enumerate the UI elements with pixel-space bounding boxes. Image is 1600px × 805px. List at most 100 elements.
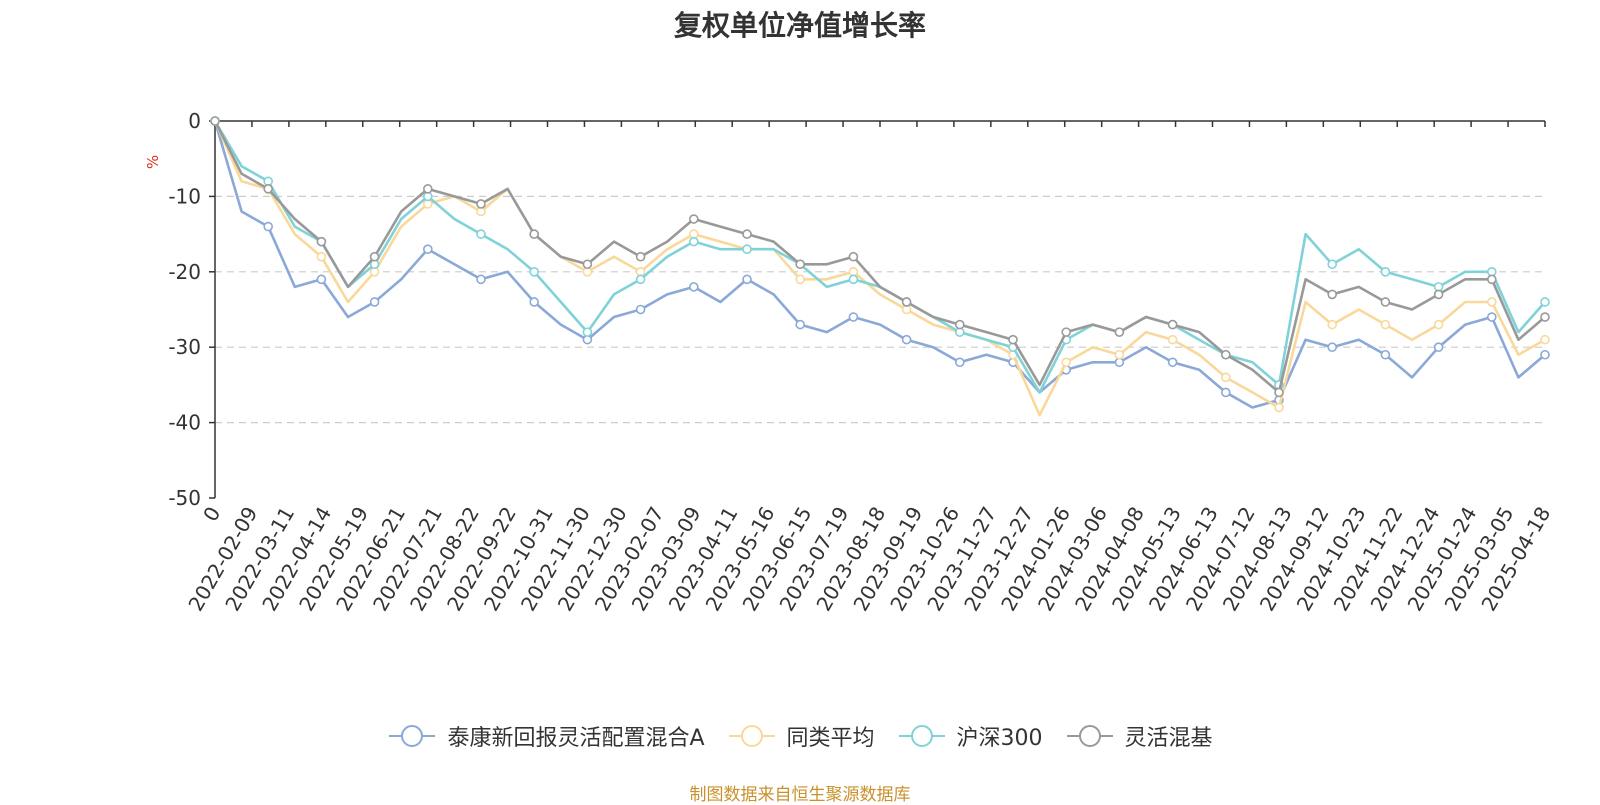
data-point [316, 236, 327, 247]
data-point [1167, 334, 1178, 345]
series-line-3 [213, 120, 1546, 394]
data-point [1487, 297, 1497, 307]
data-point [1221, 372, 1231, 383]
data-point [1327, 289, 1337, 300]
data-point [901, 334, 912, 345]
data-point [1221, 387, 1231, 398]
legend-label: 泰康新回报灵活配置混合A [447, 726, 705, 751]
data-point [1274, 402, 1284, 413]
y-tick-label: 0 [188, 109, 201, 133]
data-point [688, 282, 699, 292]
data-point [263, 221, 274, 232]
data-point [263, 184, 274, 194]
x-tick-label: 0 [198, 503, 225, 526]
data-point [1061, 357, 1071, 368]
data-point [795, 259, 806, 270]
legend-symbol-icon [898, 725, 945, 747]
data-point [1540, 334, 1550, 345]
data-point [529, 297, 540, 307]
data-point [529, 266, 540, 277]
data-point [795, 274, 806, 285]
legend-item-2[interactable]: 沪深300 [897, 720, 1043, 752]
data-point [1274, 387, 1284, 398]
axis-layer: 0-10-20-30-40-5002022-02-092022-03-11202… [168, 109, 1555, 615]
data-point [742, 244, 752, 254]
legend-symbol-icon [728, 725, 775, 747]
data-point [688, 214, 699, 224]
data-point [369, 251, 380, 262]
y-axis-unit-label: % [144, 155, 162, 169]
legend-item-0[interactable]: 泰康新回报灵活配置混合A [387, 720, 705, 752]
data-point [210, 116, 220, 126]
data-point [422, 184, 433, 194]
legend-symbol-icon [1066, 725, 1113, 747]
data-point [582, 259, 593, 270]
data-point [1221, 349, 1231, 360]
data-point [1540, 349, 1550, 360]
data-point [476, 199, 486, 209]
grid-layer [215, 195, 1545, 424]
data-point [1540, 297, 1550, 307]
legend-symbol-icon [389, 725, 436, 747]
y-tick-label: -50 [168, 486, 201, 510]
legend-label: 沪深300 [956, 726, 1043, 751]
y-tick-label: -40 [168, 411, 201, 435]
data-point [1433, 319, 1444, 330]
legend-item-1[interactable]: 同类平均 [727, 720, 875, 752]
data-point [1380, 319, 1391, 330]
series-line-1 [213, 120, 1546, 417]
series-line-0 [213, 120, 1546, 409]
y-tick-label: -10 [168, 184, 201, 208]
series-layer [210, 116, 1550, 417]
y-tick-label: -30 [168, 335, 201, 359]
data-point [1487, 274, 1497, 285]
data-point [1008, 334, 1018, 345]
data-point [1327, 319, 1337, 330]
data-point [901, 297, 912, 307]
data-point [1061, 327, 1071, 337]
data-point [1380, 297, 1391, 307]
legend-label: 灵活混基 [1124, 726, 1213, 751]
data-point [635, 251, 646, 262]
data-point [795, 319, 806, 330]
data-point [848, 274, 859, 285]
data-point [1167, 319, 1178, 330]
data-point [1433, 289, 1444, 300]
data-point [954, 357, 965, 368]
source-note: 制图数据来自恒生聚源数据库 [689, 785, 911, 805]
data-point [1327, 342, 1337, 353]
data-point [476, 229, 486, 239]
data-point [688, 236, 699, 247]
data-point [422, 244, 433, 254]
data-point [848, 312, 859, 322]
data-point [1380, 266, 1391, 277]
data-point [316, 251, 327, 262]
data-point [1540, 312, 1550, 322]
chart-title: 复权单位净值增长率 [673, 9, 926, 42]
data-point [582, 327, 593, 337]
y-tick-label: -20 [168, 260, 201, 284]
data-point [1380, 349, 1391, 360]
data-point [1433, 342, 1444, 353]
series-line-2 [213, 120, 1546, 394]
data-point [316, 274, 327, 285]
legend-label: 同类平均 [786, 726, 875, 751]
data-point [1114, 327, 1125, 337]
data-point [1167, 357, 1178, 368]
data-point [635, 304, 646, 315]
data-point [476, 274, 486, 285]
data-point [1487, 312, 1497, 322]
data-point [742, 274, 752, 285]
data-point [954, 319, 965, 330]
data-point [848, 251, 859, 262]
data-point [369, 297, 380, 307]
legend: 泰康新回报灵活配置混合A 同类平均 沪深300 灵活混基 [0, 720, 1600, 752]
data-point [635, 274, 646, 285]
data-point [1114, 349, 1125, 360]
data-point [1327, 259, 1337, 270]
data-point [529, 229, 540, 239]
legend-item-3[interactable]: 灵活混基 [1065, 720, 1213, 752]
data-point [742, 229, 752, 239]
